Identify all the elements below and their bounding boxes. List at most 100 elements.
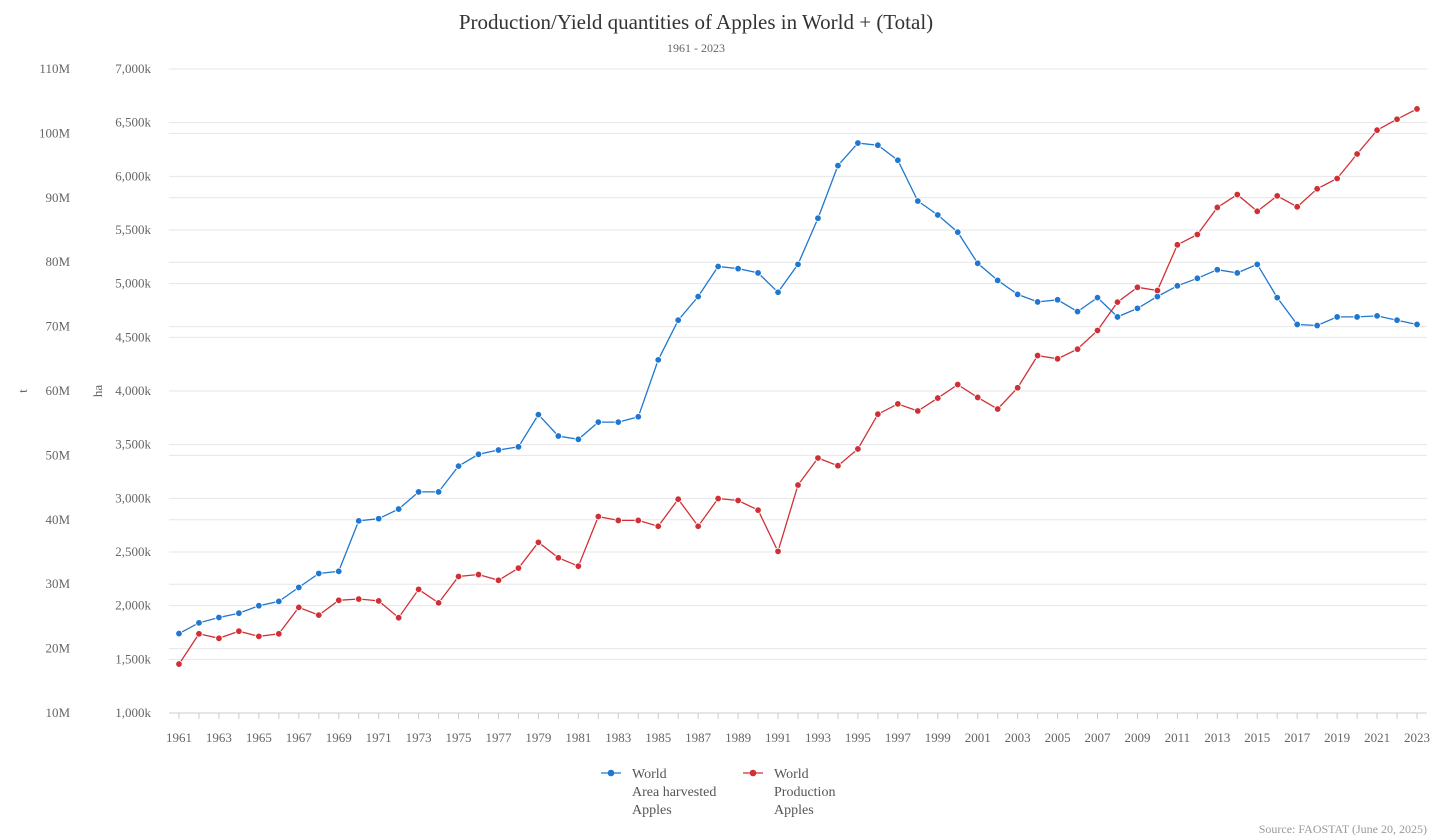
data-point[interactable]	[1333, 174, 1341, 183]
data-point[interactable]	[1053, 355, 1062, 363]
data-point[interactable]	[434, 488, 443, 496]
data-point[interactable]	[1173, 241, 1182, 249]
data-point[interactable]	[1253, 207, 1261, 216]
data-point[interactable]	[355, 517, 363, 525]
data-point[interactable]	[654, 522, 662, 530]
data-point[interactable]	[894, 400, 902, 408]
data-point[interactable]	[374, 597, 383, 605]
data-point[interactable]	[514, 564, 523, 572]
data-point[interactable]	[1193, 230, 1202, 239]
data-point[interactable]	[934, 394, 942, 402]
data-point[interactable]	[954, 380, 962, 389]
data-point[interactable]	[734, 264, 742, 273]
data-point[interactable]	[1393, 316, 1401, 324]
data-point[interactable]	[574, 435, 583, 443]
data-point[interactable]	[335, 596, 343, 604]
data-point[interactable]	[474, 450, 483, 459]
data-point[interactable]	[215, 613, 223, 622]
data-point[interactable]	[993, 405, 1002, 413]
data-point[interactable]	[1073, 345, 1082, 353]
data-point[interactable]	[1273, 293, 1281, 302]
data-point[interactable]	[494, 576, 503, 585]
data-point[interactable]	[1373, 126, 1381, 134]
data-point[interactable]	[1353, 150, 1361, 158]
data-point[interactable]	[634, 413, 642, 421]
data-point[interactable]	[295, 603, 303, 612]
data-point[interactable]	[674, 495, 682, 503]
data-point[interactable]	[1033, 351, 1042, 360]
data-point[interactable]	[1193, 274, 1202, 282]
data-point[interactable]	[514, 443, 523, 451]
data-point[interactable]	[474, 570, 483, 579]
data-point[interactable]	[175, 629, 183, 638]
data-point[interactable]	[494, 446, 503, 454]
data-point[interactable]	[774, 288, 782, 296]
data-point[interactable]	[1153, 292, 1162, 301]
data-point[interactable]	[1173, 282, 1182, 290]
data-point[interactable]	[694, 292, 702, 301]
data-point[interactable]	[794, 481, 802, 489]
data-point[interactable]	[454, 462, 463, 470]
data-point[interactable]	[1213, 266, 1222, 274]
data-point[interactable]	[1033, 298, 1042, 306]
data-point[interactable]	[1353, 313, 1361, 321]
data-point[interactable]	[1133, 304, 1142, 313]
data-point[interactable]	[774, 547, 782, 556]
data-point[interactable]	[1113, 298, 1122, 306]
data-point[interactable]	[854, 445, 862, 453]
data-point[interactable]	[894, 156, 902, 164]
data-point[interactable]	[1013, 384, 1022, 392]
data-point[interactable]	[1273, 192, 1281, 200]
data-point[interactable]	[215, 634, 223, 642]
data-point[interactable]	[434, 599, 443, 607]
data-point[interactable]	[1393, 115, 1401, 123]
data-point[interactable]	[394, 505, 403, 513]
data-point[interactable]	[414, 488, 423, 496]
data-point[interactable]	[934, 211, 942, 219]
data-point[interactable]	[734, 496, 742, 505]
data-point[interactable]	[634, 516, 642, 525]
data-point[interactable]	[1113, 313, 1122, 321]
data-point[interactable]	[754, 506, 762, 514]
data-point[interactable]	[534, 410, 543, 419]
data-point[interactable]	[1153, 286, 1162, 295]
data-point[interactable]	[714, 262, 722, 271]
data-point[interactable]	[854, 139, 862, 147]
data-point[interactable]	[255, 601, 263, 610]
data-point[interactable]	[1293, 203, 1301, 211]
data-point[interactable]	[335, 567, 343, 576]
data-point[interactable]	[235, 609, 243, 617]
data-point[interactable]	[694, 522, 702, 530]
data-point[interactable]	[614, 418, 622, 426]
data-point[interactable]	[554, 554, 563, 562]
data-point[interactable]	[1013, 290, 1022, 299]
data-point[interactable]	[914, 407, 922, 415]
data-point[interactable]	[674, 316, 682, 324]
data-point[interactable]	[993, 276, 1002, 285]
data-point[interactable]	[394, 613, 403, 622]
data-point[interactable]	[1093, 293, 1102, 302]
data-point[interactable]	[195, 630, 203, 638]
data-point[interactable]	[175, 660, 183, 668]
data-point[interactable]	[374, 515, 383, 523]
data-point[interactable]	[275, 597, 283, 606]
data-point[interactable]	[614, 516, 622, 525]
data-point[interactable]	[1133, 283, 1142, 292]
data-point[interactable]	[295, 583, 303, 592]
data-point[interactable]	[315, 611, 323, 619]
data-point[interactable]	[414, 585, 423, 594]
data-point[interactable]	[1413, 105, 1421, 113]
data-point[interactable]	[315, 569, 323, 578]
data-point[interactable]	[914, 197, 922, 205]
data-point[interactable]	[1233, 269, 1241, 277]
data-point[interactable]	[1213, 203, 1222, 212]
data-point[interactable]	[1413, 320, 1421, 329]
legend-item[interactable]: World Area harvested Apples	[601, 767, 716, 818]
data-point[interactable]	[834, 462, 842, 470]
data-point[interactable]	[574, 562, 583, 570]
data-point[interactable]	[195, 619, 203, 627]
data-point[interactable]	[235, 627, 243, 635]
data-point[interactable]	[834, 161, 842, 170]
legend-item[interactable]: World Production Apples	[743, 767, 835, 818]
data-point[interactable]	[1333, 313, 1341, 321]
